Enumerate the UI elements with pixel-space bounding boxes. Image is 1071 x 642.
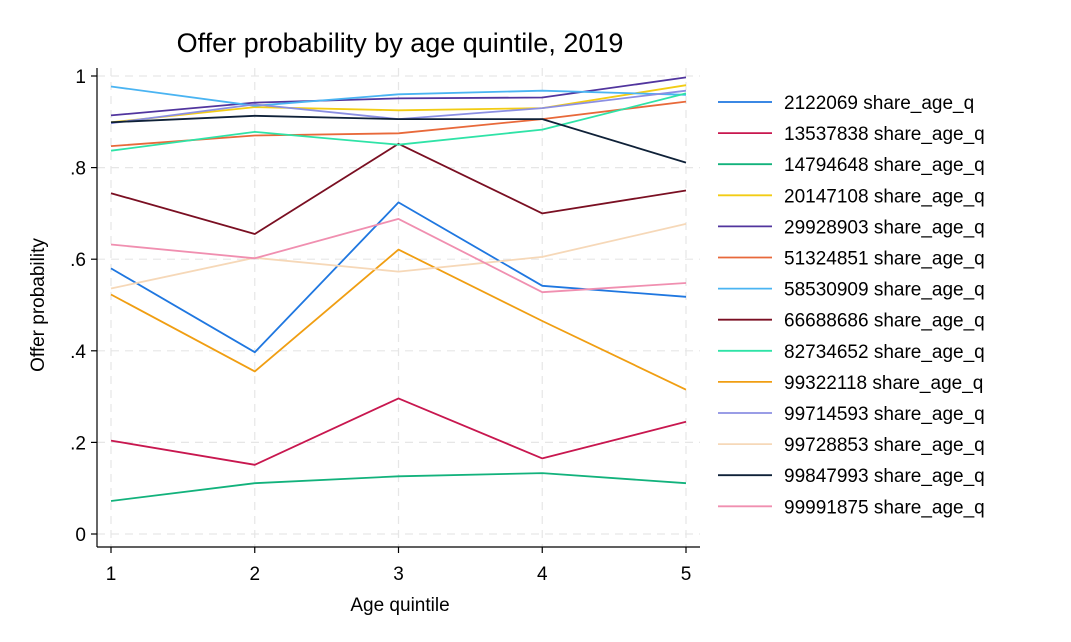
y-axis-ticks: 0 .2 .4 .6 .8 1 <box>70 67 97 546</box>
legend-item: 51324851 share_age_q <box>718 249 985 270</box>
legend-item: 99991875 share_age_q <box>718 497 985 518</box>
legend-label: 99991875 share_age_q <box>784 497 985 518</box>
y-axis-label: Offer probability <box>28 238 49 372</box>
series-line-12 <box>110 114 687 164</box>
x-tick-label: 2 <box>249 564 260 585</box>
series-line-3 <box>110 84 687 124</box>
legend-item: 58530909 share_age_q <box>718 280 985 301</box>
y-tick-label: .8 <box>70 159 86 180</box>
legend-label: 58530909 share_age_q <box>784 280 985 301</box>
legend-item: 2122069 share_age_q <box>718 93 974 114</box>
legend-item: 14794648 share_age_q <box>718 155 985 176</box>
grid <box>97 68 700 547</box>
legend-item: 29928903 share_age_q <box>718 217 985 238</box>
x-tick-label: 5 <box>681 564 692 585</box>
y-tick-label: .2 <box>70 433 86 454</box>
legend-label: 99322118 share_age_q <box>784 373 983 394</box>
legend-item: 99322118 share_age_q <box>718 373 983 394</box>
series-line-13 <box>110 217 687 294</box>
x-tick-label: 1 <box>106 564 117 585</box>
legend-label: 66688686 share_age_q <box>784 311 985 332</box>
legend-label: 82734652 share_age_q <box>784 342 985 363</box>
y-tick-label: 1 <box>75 67 86 88</box>
legend-label: 2122069 share_age_q <box>784 93 974 114</box>
legend-item: 66688686 share_age_q <box>718 311 985 332</box>
y-tick-label: .6 <box>70 250 86 271</box>
x-axis-label: Age quintile <box>350 595 449 616</box>
series-line-9 <box>110 248 687 391</box>
series-line-4 <box>110 76 687 117</box>
legend-label: 13537838 share_age_q <box>784 124 985 145</box>
x-tick-label: 3 <box>393 564 404 585</box>
legend-label: 51324851 share_age_q <box>784 249 985 270</box>
legend-label: 20147108 share_age_q <box>784 186 985 207</box>
legend-item: 99714593 share_age_q <box>718 404 985 425</box>
legend-label: 29928903 share_age_q <box>784 217 985 238</box>
series-lines <box>110 76 687 502</box>
legend-label: 99847993 share_age_q <box>784 466 985 487</box>
legend-label: 99714593 share_age_q <box>784 404 985 425</box>
legend-item: 99728853 share_age_q <box>718 435 985 456</box>
series-line-1 <box>110 397 687 466</box>
chart-title: Offer probability by age quintile, 2019 <box>177 28 624 58</box>
series-line-11 <box>110 223 687 290</box>
legend-label: 99728853 share_age_q <box>784 435 985 456</box>
legend-item: 13537838 share_age_q <box>718 124 985 145</box>
x-tick-label: 4 <box>537 564 548 585</box>
x-axis-ticks: 1 2 3 4 5 <box>106 547 692 585</box>
y-tick-label: .4 <box>70 342 86 363</box>
legend-label: 14794648 share_age_q <box>784 155 985 176</box>
legend: 2122069 share_age_q 13537838 share_age_q 1… <box>718 93 985 518</box>
series-line-2 <box>110 472 687 502</box>
legend-item: 99847993 share_age_q <box>718 466 985 487</box>
legend-item: 82734652 share_age_q <box>718 342 985 363</box>
legend-item: 20147108 share_age_q <box>718 186 985 207</box>
y-tick-label: 0 <box>75 525 86 546</box>
series-line-6 <box>110 85 687 107</box>
series-line-8 <box>110 92 687 152</box>
